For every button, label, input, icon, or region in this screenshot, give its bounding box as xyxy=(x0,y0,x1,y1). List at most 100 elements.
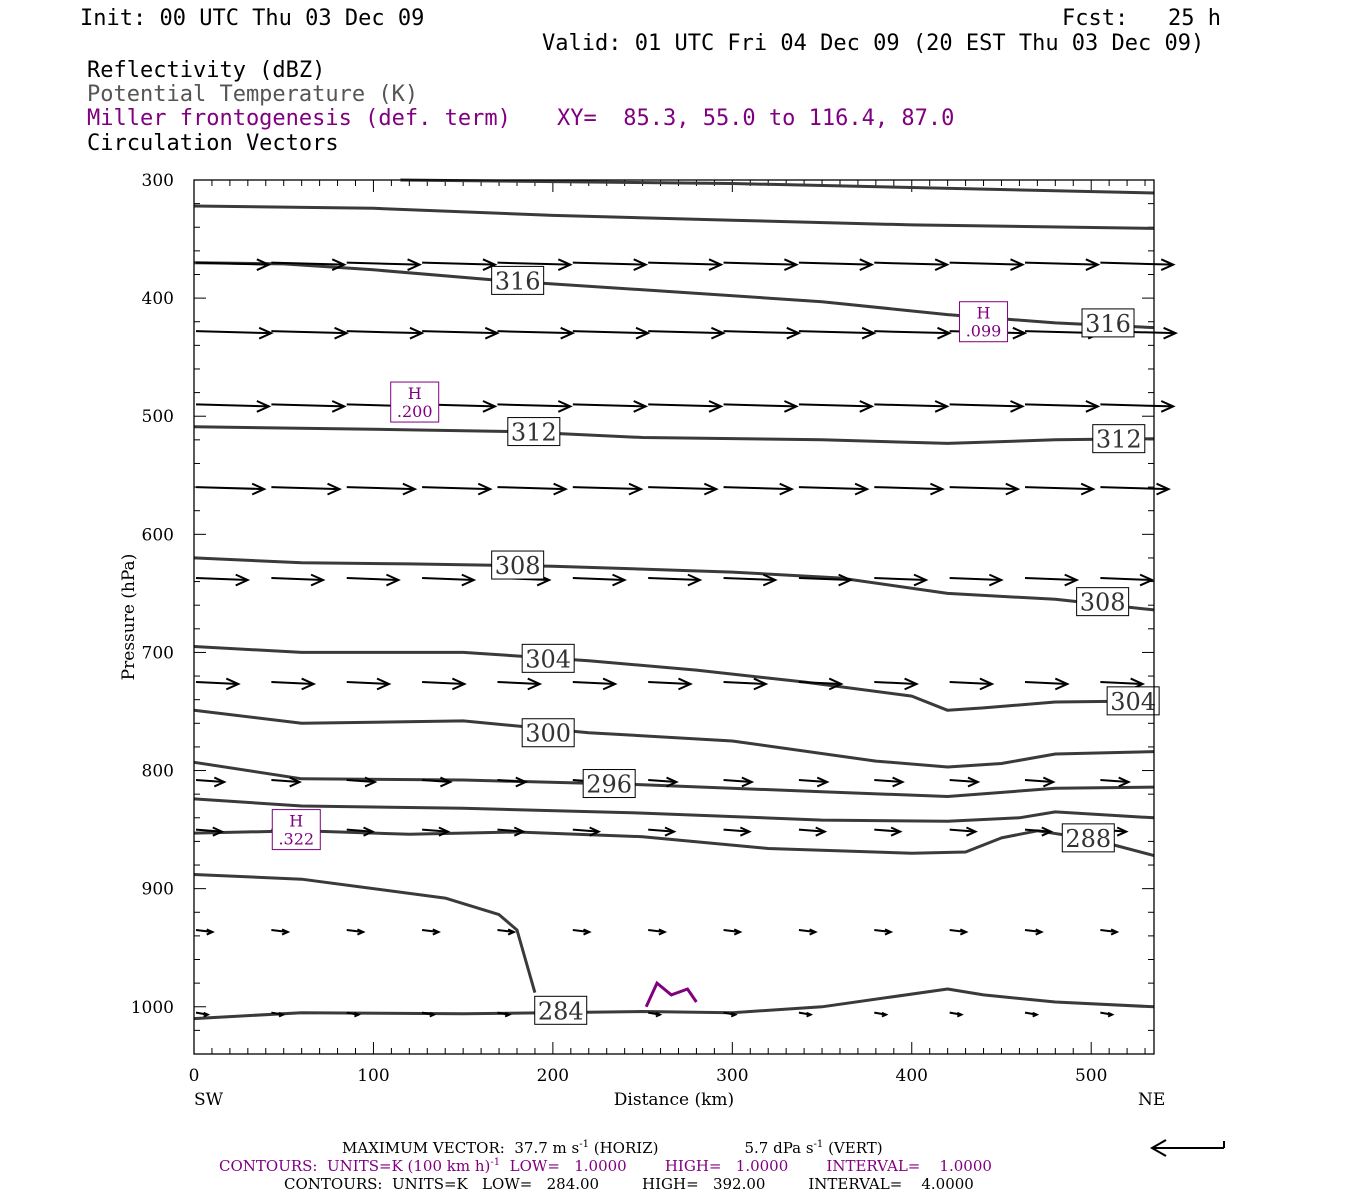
vector-head xyxy=(913,573,929,587)
vector-shaft xyxy=(497,261,571,266)
x-tick-label: 0 xyxy=(189,1066,200,1086)
vector-head xyxy=(482,400,498,413)
vector-head xyxy=(1054,677,1070,691)
vector-shaft xyxy=(723,403,797,408)
vector-head xyxy=(741,776,755,788)
vector-head xyxy=(666,776,679,788)
field-circulation-vectors: Circulation Vectors xyxy=(87,131,339,156)
vector-head xyxy=(703,482,719,496)
vector-shaft xyxy=(271,330,347,335)
y-tick-label: 500 xyxy=(142,407,174,427)
vector-head xyxy=(331,400,347,413)
vector-head xyxy=(258,326,274,340)
forecast-hour: Fcst: 25 h xyxy=(1062,6,1221,31)
vector-shaft xyxy=(1100,403,1174,408)
vector-head xyxy=(678,677,693,691)
vector-head xyxy=(527,677,543,691)
theta-contour-2 xyxy=(193,261,1155,330)
vector-head xyxy=(440,776,453,788)
fronto-max-box xyxy=(390,381,440,423)
vector-shaft xyxy=(195,330,272,335)
vector-head xyxy=(557,400,573,413)
vector-shaft xyxy=(195,261,269,266)
vector-shaft xyxy=(346,330,422,335)
vector-shaft xyxy=(422,828,449,833)
vector-shaft xyxy=(271,577,324,582)
vector-head xyxy=(956,1011,964,1018)
vector-shaft xyxy=(874,486,943,491)
vector-head xyxy=(477,482,493,496)
vector-head xyxy=(429,1011,437,1018)
vector-shaft xyxy=(572,828,599,833)
vector-head xyxy=(658,928,668,936)
vector-head xyxy=(507,928,517,936)
contour-label: 304 xyxy=(1110,688,1156,716)
vector-shaft xyxy=(798,403,872,408)
contour-label: 308 xyxy=(495,552,541,580)
vector-head xyxy=(484,326,500,340)
vector-head xyxy=(612,573,627,587)
vector-shaft xyxy=(798,680,842,685)
fronto-max-value: .322 xyxy=(278,830,314,849)
vector-shaft xyxy=(1024,486,1094,491)
vector-head xyxy=(1110,928,1120,936)
vector-shaft xyxy=(1100,261,1174,266)
vector-shaft xyxy=(798,828,825,833)
contour-label-box xyxy=(534,995,588,1025)
vector-shaft xyxy=(648,778,677,783)
vector-head xyxy=(1010,400,1025,413)
vector-head xyxy=(628,482,644,496)
vector-head xyxy=(892,776,905,788)
vector-head xyxy=(1085,400,1101,413)
vector-head xyxy=(815,826,828,837)
vector-shaft xyxy=(497,828,524,833)
vector-head xyxy=(664,826,677,837)
vector-head xyxy=(301,677,317,691)
vector-shaft xyxy=(798,261,872,266)
vector-shaft xyxy=(346,680,390,685)
vector-shaft xyxy=(1024,778,1054,783)
vector-shaft xyxy=(497,680,540,685)
vector-head xyxy=(407,258,423,271)
vector-shaft xyxy=(874,828,901,833)
vector-shaft xyxy=(648,486,717,491)
vector-shaft xyxy=(723,828,750,833)
x-tick-label: 100 xyxy=(357,1066,389,1086)
vector-head xyxy=(753,677,769,691)
vector-head xyxy=(331,258,347,271)
vector-shaft xyxy=(271,680,314,685)
fronto-contour-info: CONTOURS: UNITS=K (100 km h)-1 LOW= 1.00… xyxy=(219,1157,992,1175)
vector-head xyxy=(884,928,894,936)
contour-label-box xyxy=(507,417,561,447)
vector-head xyxy=(708,400,724,413)
vector-head xyxy=(251,482,267,496)
vector-head xyxy=(816,776,830,788)
theta-contours xyxy=(193,178,1155,1021)
vector-shaft xyxy=(949,680,992,685)
vector-head xyxy=(281,928,291,936)
contour-label: 308 xyxy=(1080,589,1126,617)
vector-shaft xyxy=(874,680,917,685)
vector-head xyxy=(1160,400,1176,413)
fronto-max-value: .200 xyxy=(397,402,433,421)
vector-shaft xyxy=(723,486,792,491)
vector-head xyxy=(1032,1011,1040,1018)
contour-label-box xyxy=(582,769,636,799)
vector-head xyxy=(904,677,920,691)
theta-contour-3 xyxy=(193,425,1155,445)
vector-head xyxy=(786,326,802,340)
vector-head xyxy=(256,258,272,271)
vector-head xyxy=(602,677,618,691)
theta-contour-5 xyxy=(193,645,1155,712)
contour-label-box xyxy=(1076,587,1130,617)
vector-head xyxy=(213,776,227,788)
vector-head xyxy=(809,928,818,936)
vector-shaft xyxy=(949,778,978,783)
theta-contour-7 xyxy=(193,760,1155,798)
vector-head xyxy=(687,573,703,587)
vector-head xyxy=(859,400,875,413)
vector-head xyxy=(708,258,724,271)
vector-head xyxy=(278,1011,286,1018)
contour-label: 312 xyxy=(1096,426,1142,454)
